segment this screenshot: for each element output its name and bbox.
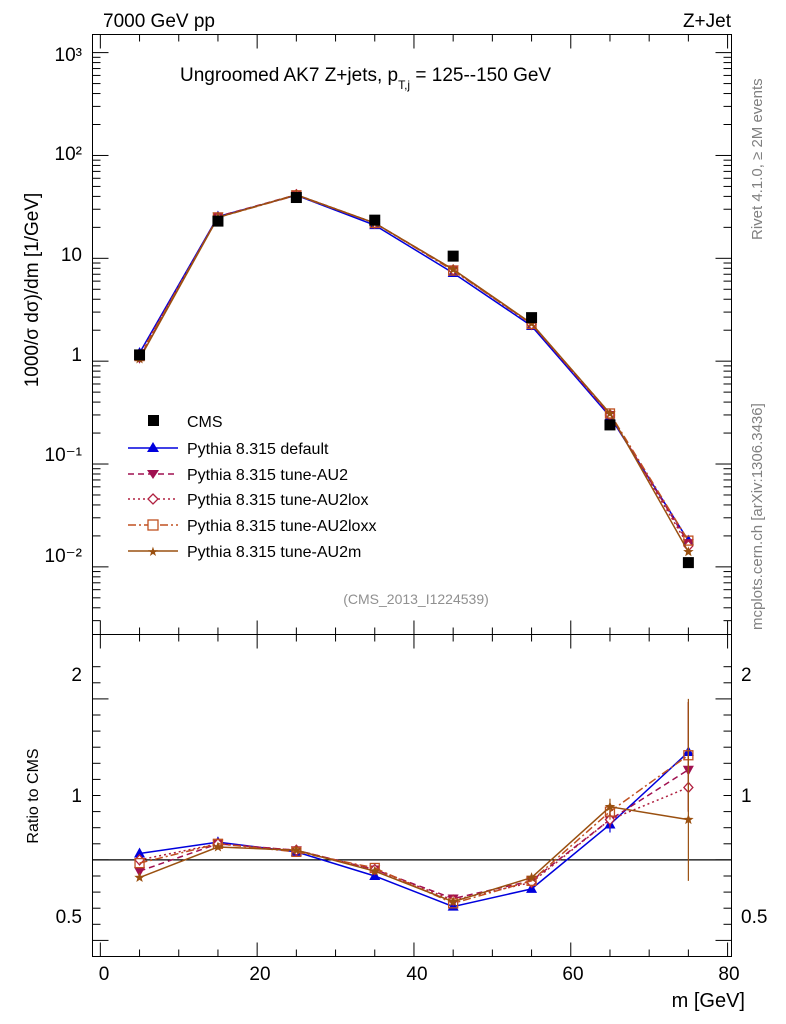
main-y-axis-label: 1000/σ dσ)/dm [1/GeV] [22, 193, 43, 388]
legend-marker-default [147, 442, 159, 452]
x-axis-label: m [GeV] [672, 990, 745, 1012]
series-line-4 [138, 193, 690, 553]
data-point-cms [526, 312, 538, 324]
ratio-point-4 [369, 865, 380, 876]
legend: CMS Pythia 8.315 default Pythia 8.315 tu… [128, 414, 376, 561]
legend-label: Pythia 8.315 tune-AU2lox [187, 492, 368, 509]
ratio-y-tick-label: 1 [71, 786, 82, 807]
energy-label: 7000 GeV pp [103, 11, 215, 32]
ratio-line-1 [139, 769, 689, 900]
ratio-line-0 [139, 751, 689, 908]
series-point-4 [683, 546, 694, 557]
ratio-plot-frame [92, 634, 732, 957]
ratio-y-tick-label-right: 0.5 [741, 907, 767, 928]
ratio-point-4 [683, 814, 694, 825]
data-point-cms [682, 557, 694, 569]
ratio-point-4 [291, 844, 302, 855]
data-point-cms [134, 349, 146, 361]
data-point-cms [212, 215, 224, 227]
main-y-tick-label: 10⁻¹ [45, 445, 83, 466]
x-tick-label: 60 [562, 964, 583, 985]
legend-label: CMS [187, 414, 223, 431]
main-y-tick-label: 10³ [55, 45, 82, 66]
legend-marker-au2 [147, 470, 159, 479]
x-tick-label: 40 [406, 964, 427, 985]
main-y-tick-label: 10 [61, 245, 82, 266]
legend-marker-cms [148, 415, 159, 426]
x-tick-label: 0 [99, 964, 110, 985]
data-point-cms [369, 214, 381, 226]
legend-label: Pythia 8.315 tune-AU2loxx [187, 518, 376, 535]
process-label: Z+Jet [683, 11, 732, 32]
main-y-tick-label: 10⁻² [45, 546, 83, 567]
ratio-y-tick-label: 2 [71, 665, 82, 686]
series-point-4 [604, 407, 616, 418]
ratio-y-tick-label-right: 1 [741, 786, 752, 807]
series-point-4 [447, 263, 459, 274]
ratio-point-3 [134, 857, 145, 869]
data-point-cms [447, 250, 459, 262]
analysis-watermark: (CMS_2013_I1224539) [343, 591, 489, 607]
ratio-line-2 [139, 786, 689, 901]
ratio-y-tick-label: 0.5 [56, 907, 82, 928]
mcplots-label: mcplots.cern.ch [arXiv:1306.3436] [749, 403, 766, 630]
ratio-line-4 [139, 805, 689, 903]
legend-marker-au2lox [147, 493, 159, 505]
legend-label: Pythia 8.315 default [187, 441, 329, 458]
ratio-y-tick-label-right: 2 [741, 665, 752, 686]
data-point-cms [604, 419, 616, 431]
ratio-point-4 [526, 872, 537, 883]
ratio-point-4 [447, 896, 459, 907]
ratio-point-4 [604, 801, 616, 812]
ratio-y-axis-label: Ratio to CMS [25, 748, 42, 843]
x-tick-label: 80 [718, 964, 739, 985]
main-y-tick-label: 1 [71, 345, 82, 366]
ratio-point-0 [134, 847, 146, 858]
ratio-line-3 [139, 754, 689, 905]
series-point-3 [683, 535, 694, 546]
plot-title: Ungroomed AK7 Z+jets, pT,j = 125--150 Ge… [180, 65, 551, 92]
ratio-point-4 [212, 841, 224, 852]
main-y-tick-label: 10² [55, 144, 82, 165]
ratio-point-4 [134, 872, 145, 883]
legend-label: Pythia 8.315 tune-AU2m [187, 544, 361, 561]
data-point-cms [290, 192, 302, 204]
legend-marker-au2m: ★ [147, 544, 159, 559]
rivet-version-label: Rivet 4.1.0, ≥ 2M events [749, 78, 766, 240]
x-tick-label: 20 [249, 964, 270, 985]
legend-label: Pythia 8.315 tune-AU2 [187, 467, 348, 484]
legend-marker-au2loxx [147, 519, 159, 531]
